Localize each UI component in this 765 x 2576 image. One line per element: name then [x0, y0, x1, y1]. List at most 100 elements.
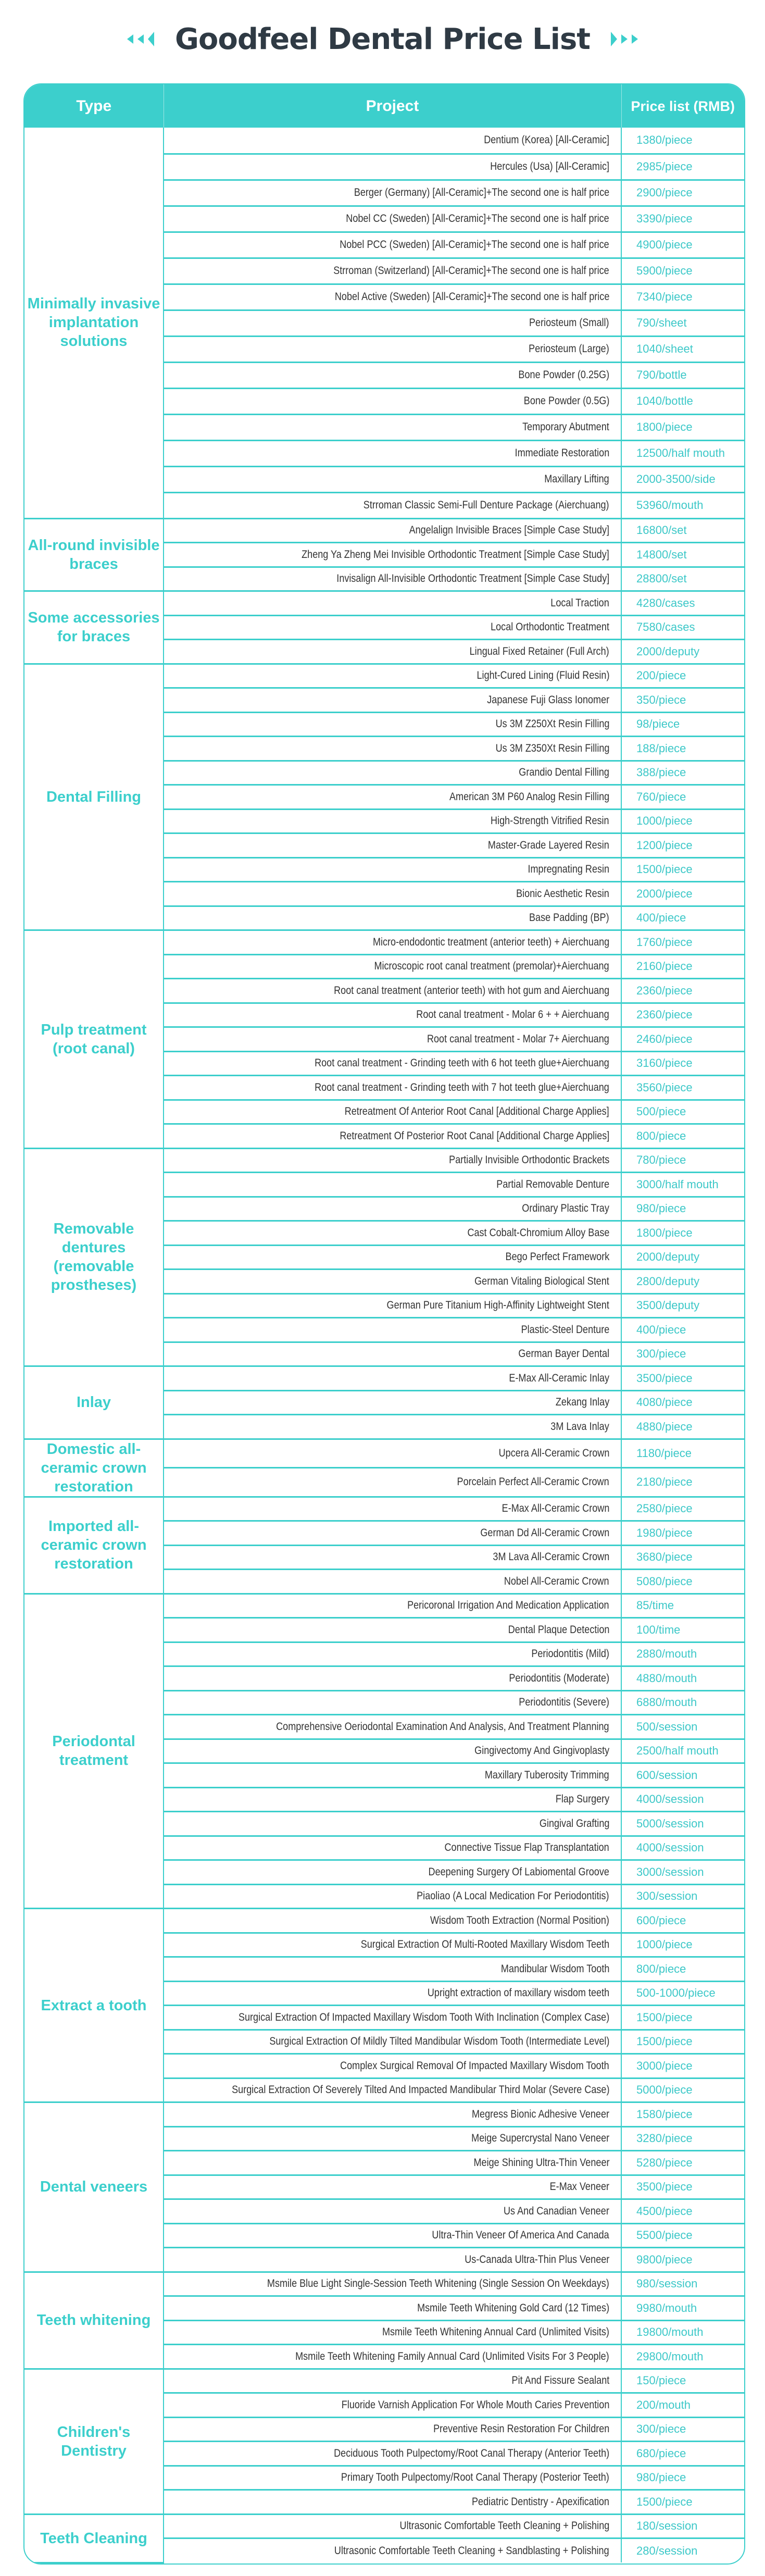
project-cell: Porcelain Perfect All-Ceramic Crown	[164, 1467, 622, 1498]
price-cell: 7340/piece	[621, 284, 744, 311]
price-cell: 150/piece	[621, 2369, 744, 2394]
project-name: Upcera All-Ceramic Crown	[498, 1447, 609, 1459]
price-cell: 1200/piece	[621, 833, 744, 858]
table-row: Preventive Resin Restoration For Childre…	[24, 2417, 744, 2442]
project-name: Ultrasonic Comfortable Teeth Cleaning + …	[334, 2544, 609, 2557]
price-cell: 3000/session	[621, 1860, 744, 1885]
table-row: Piaoliao (A Local Medication For Periodo…	[24, 1884, 744, 1909]
table-row: Immediate Restoration 12500/half mouth	[24, 440, 744, 467]
price-cell: 3500/piece	[621, 2175, 744, 2200]
project-cell: Us 3M Z350Xt Resin Filling	[164, 736, 622, 762]
category-label: Teeth Cleaning	[24, 2514, 164, 2563]
table-row: Upright extraction of maxillary wisdom t…	[24, 1981, 744, 2006]
project-name: Retreatment Of Posterior Root Canal [Add…	[339, 1129, 609, 1142]
category-label: Some accessories for braces	[24, 591, 164, 665]
project-name: Nobel All-Ceramic Crown	[504, 1575, 609, 1587]
price-cell: 1500/piece	[621, 2030, 744, 2055]
project-cell: Comprehensive Oeriodontal Examination An…	[164, 1714, 622, 1740]
table-row: Strroman Classic Semi-Full Denture Packa…	[24, 492, 744, 519]
price-cell: 1040/sheet	[621, 336, 744, 363]
project-name: Base Padding (BP)	[529, 912, 609, 924]
category-label: Minimally invasive implantation solution…	[24, 128, 164, 519]
table-row: Retreatment Of Posterior Root Canal [Add…	[24, 1124, 744, 1149]
project-name: Hercules (Usa) [All-Ceramic]	[490, 160, 609, 172]
project-name: Us And Canadian Veneer	[504, 2205, 609, 2217]
price-cell: 600/session	[621, 1763, 744, 1788]
price-cell: 2500/half mouth	[621, 1739, 744, 1764]
table-row: Us-Canada Ultra-Thin Plus Veneer 9800/pie…	[24, 2247, 744, 2273]
price-cell: 3280/piece	[621, 2126, 744, 2151]
project-name: Msmile Teeth Whitening Gold Card (12 Tim…	[417, 2301, 609, 2314]
table-row: Teeth whitening Msmile Blue Light Single-…	[24, 2272, 744, 2370]
project-cell: Zekang Inlay	[164, 1390, 622, 1415]
price-cell: 3500/piece	[621, 1366, 744, 1391]
project-cell: German Dd All-Ceramic Crown	[164, 1521, 622, 1546]
project-cell: Surgical Extraction Of Severely Tilted A…	[164, 2078, 622, 2103]
price-cell: 3560/piece	[621, 1075, 744, 1101]
project-name: Japanese Fuji Glass Ionomer	[487, 693, 609, 706]
project-cell: Impregnating Resin	[164, 857, 622, 882]
project-cell: Nobel PCC (Sweden) [All-Ceramic]+The sec…	[164, 232, 622, 259]
project-name: Angelalign Invisible Braces [Simple Case…	[409, 524, 609, 537]
triple-chevron-left-icon	[127, 32, 154, 46]
project-cell: Surgical Extraction Of Mildly Tilted Man…	[164, 2030, 622, 2055]
project-name: Ordinary Plastic Tray	[522, 1202, 609, 1215]
table-row: Children's Dentistry Pit And Fissure Seal…	[24, 2369, 744, 2515]
project-name: Maxillary Lifting	[544, 473, 609, 485]
price-cell: 2800/deputy	[621, 1269, 744, 1295]
project-cell: Meige Shining Ultra-Thin Veneer	[164, 2150, 622, 2176]
project-cell: Root canal treatment - Molar 7+ Aierchua…	[164, 1027, 622, 1052]
project-name: Strroman Classic Semi-Full Denture Packa…	[363, 499, 609, 511]
project-cell: Gingivectomy And Gingivoplasty	[164, 1739, 622, 1764]
project-cell: German Vitaling Biological Stent	[164, 1269, 622, 1295]
project-name: Piaoliao (A Local Medication For Periodo…	[417, 1890, 609, 1902]
price-cell: 1800/piece	[621, 1221, 744, 1246]
project-cell: American 3M P60 Analog Resin Filling	[164, 785, 622, 810]
project-name: Meige Shining Ultra-Thin Veneer	[473, 2156, 609, 2169]
price-cell: 1000/piece	[621, 809, 744, 834]
project-name: Plastic-Steel Denture	[521, 1323, 609, 1336]
project-cell: Maxillary Lifting	[164, 466, 622, 493]
table-row: Invisalign All-Invisible Orthodontic Tre…	[24, 567, 744, 592]
table-row: Meige Supercrystal Nano Veneer 3280/piece	[24, 2126, 744, 2151]
project-cell: Dental Plaque Detection	[164, 1617, 622, 1643]
table-row: Bone Powder (0.25G) 790/bottle	[24, 362, 744, 389]
project-cell: High-Strength Vitrified Resin	[164, 809, 622, 834]
table-row: Periodontitis (Moderate) 4880/mouth	[24, 1666, 744, 1691]
category-label: Periodontal treatment	[24, 1594, 164, 1909]
table-row: German Vitaling Biological Stent 2800/dep…	[24, 1269, 744, 1295]
project-cell: German Pure Titanium High-Affinity Light…	[164, 1293, 622, 1318]
project-name: E-Max Veneer	[549, 2181, 609, 2193]
table-row: Pediatric Dentistry - Apexification 1500/…	[24, 2490, 744, 2515]
project-name: Primary Tooth Pulpectomy/Root Canal Ther…	[341, 2471, 609, 2484]
table-row: Inlay E-Max All-Ceramic Inlay 3500/piece	[24, 1366, 744, 1440]
table-row: Deepening Surgery Of Labiomental Groove 3…	[24, 1860, 744, 1885]
project-name: Root canal treatment - Grinding teeth wi…	[315, 1057, 609, 1069]
project-cell: Dentium (Korea) [All-Ceramic]	[164, 128, 622, 155]
project-cell: Fluoride Varnish Application For Whole M…	[164, 2393, 622, 2418]
project-cell: Periosteum (Large)	[164, 336, 622, 363]
project-cell: Bionic Aesthetic Resin	[164, 881, 622, 907]
project-name: Comprehensive Oeriodontal Examination An…	[276, 1720, 609, 1733]
price-cell: 100/time	[621, 1617, 744, 1643]
table-row: Mandibular Wisdom Tooth 800/piece	[24, 1957, 744, 1982]
project-name: Dentium (Korea) [All-Ceramic]	[484, 134, 609, 146]
project-cell: Mandibular Wisdom Tooth	[164, 1957, 622, 1982]
price-cell: 4080/piece	[621, 1390, 744, 1415]
project-cell: Us-Canada Ultra-Thin Plus Veneer	[164, 2247, 622, 2273]
project-name: Surgical Extraction Of Multi-Rooted Maxi…	[360, 1938, 609, 1951]
project-cell: Root canal treatment - Grinding teeth wi…	[164, 1075, 622, 1101]
price-cell: 3680/piece	[621, 1545, 744, 1570]
page-header: Goodfeel Dental Price List	[0, 16, 765, 63]
price-cell: 4500/piece	[621, 2199, 744, 2224]
project-cell: Root canal treatment - Molar 6 + + Aierc…	[164, 1003, 622, 1028]
project-cell: Nobel All-Ceramic Crown	[164, 1569, 622, 1595]
price-cell: 300/piece	[621, 2417, 744, 2442]
project-name: Bionic Aesthetic Resin	[516, 887, 609, 900]
project-name: Bone Powder (0.25G)	[518, 369, 609, 381]
project-cell: Local Traction	[164, 591, 622, 616]
table-row: Master-Grade Layered Resin 1200/piece	[24, 833, 744, 858]
project-name: Flap Surgery	[555, 1793, 609, 1806]
table-row: Porcelain Perfect All-Ceramic Crown 2180/…	[24, 1467, 744, 1498]
table-row: 3M Lava Inlay 4880/piece	[24, 1414, 744, 1440]
